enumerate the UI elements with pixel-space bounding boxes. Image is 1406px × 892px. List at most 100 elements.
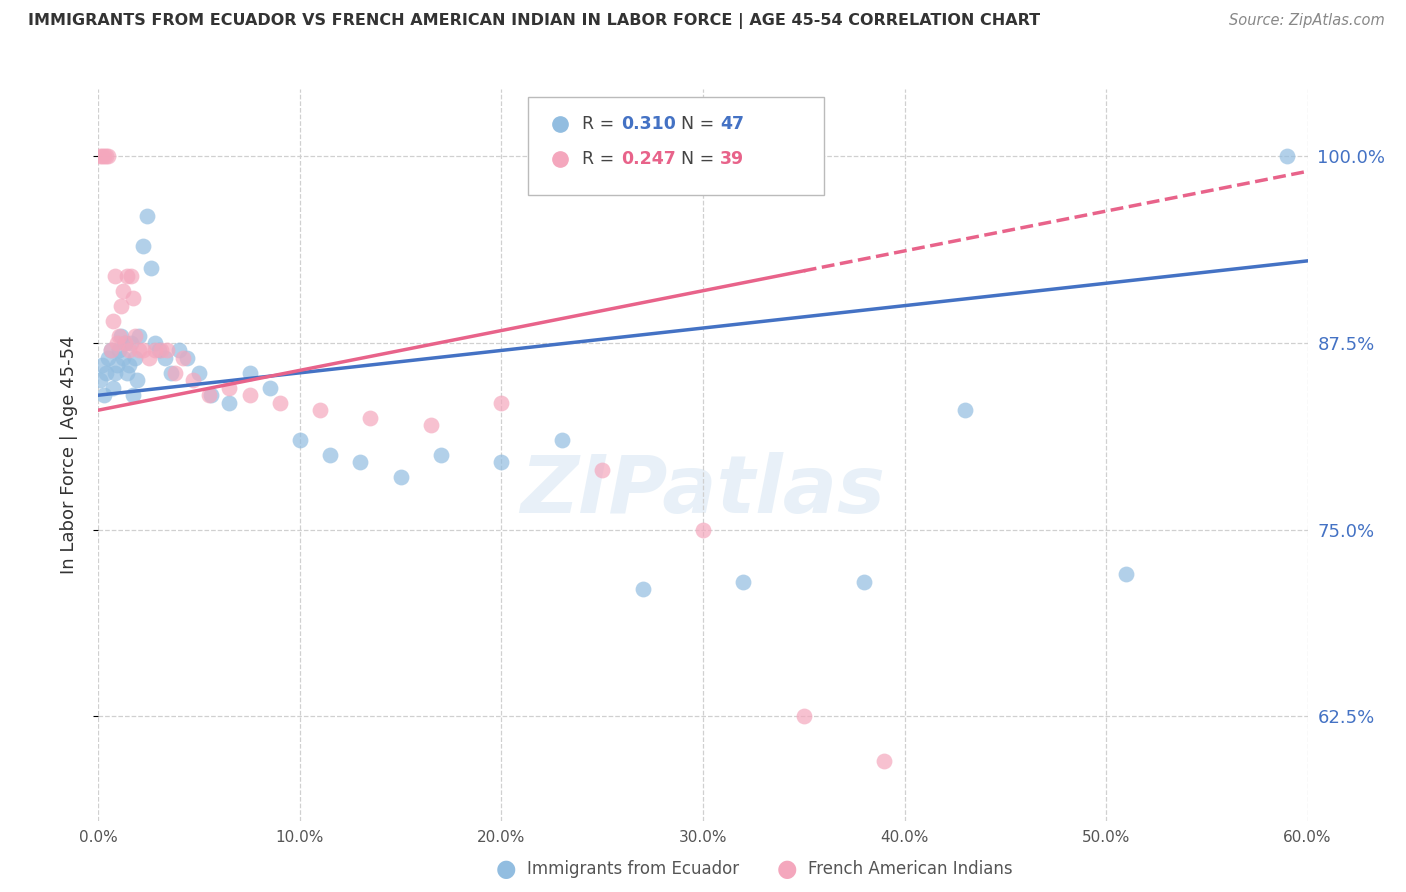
Point <box>349 455 371 469</box>
Point <box>176 351 198 365</box>
Point <box>97 149 120 163</box>
Point <box>198 388 221 402</box>
Point <box>167 343 190 358</box>
Point <box>389 470 412 484</box>
Point <box>218 395 240 409</box>
Point <box>692 523 714 537</box>
Point <box>135 209 157 223</box>
Point <box>114 335 136 350</box>
Point <box>139 261 162 276</box>
Point <box>491 395 513 409</box>
Point <box>853 574 876 589</box>
Point <box>121 388 143 402</box>
Point <box>319 448 342 462</box>
Point <box>93 149 115 163</box>
Point <box>89 149 111 163</box>
Point <box>91 359 114 373</box>
Y-axis label: In Labor Force | Age 45-54: In Labor Force | Age 45-54 <box>59 335 77 574</box>
Point <box>200 388 222 402</box>
Point <box>101 313 124 327</box>
Point <box>360 410 382 425</box>
Point <box>430 448 453 462</box>
Point <box>110 299 132 313</box>
Text: 47: 47 <box>720 114 744 133</box>
Text: Source: ZipAtlas.com: Source: ZipAtlas.com <box>1229 13 1385 29</box>
Point <box>491 455 513 469</box>
Text: 0.310: 0.310 <box>621 114 676 133</box>
Point <box>120 268 142 283</box>
Point <box>733 574 755 589</box>
Point <box>143 343 166 358</box>
Point <box>163 366 186 380</box>
Point <box>101 381 124 395</box>
Point <box>153 351 176 365</box>
Text: N =: N = <box>671 150 720 168</box>
Point <box>118 343 141 358</box>
Point <box>111 284 134 298</box>
Point <box>218 381 240 395</box>
Point <box>118 359 141 373</box>
Point <box>114 335 136 350</box>
Point <box>551 433 574 447</box>
Text: R =: R = <box>582 150 620 168</box>
Point <box>793 709 815 723</box>
Point <box>259 381 281 395</box>
Point <box>107 328 129 343</box>
Point <box>124 351 146 365</box>
Point <box>93 388 115 402</box>
Point <box>96 149 118 163</box>
Point <box>132 343 155 358</box>
Point <box>143 335 166 350</box>
Point <box>97 351 120 365</box>
Point <box>105 335 128 350</box>
Point <box>100 343 122 358</box>
Point <box>1277 149 1299 163</box>
Point <box>105 359 128 373</box>
Point <box>91 149 114 163</box>
Point <box>1115 567 1137 582</box>
Point <box>124 328 146 343</box>
Text: ●: ● <box>778 857 797 880</box>
FancyBboxPatch shape <box>527 96 824 195</box>
Text: N =: N = <box>671 114 720 133</box>
Text: IMMIGRANTS FROM ECUADOR VS FRENCH AMERICAN INDIAN IN LABOR FORCE | AGE 45-54 COR: IMMIGRANTS FROM ECUADOR VS FRENCH AMERIC… <box>28 13 1040 29</box>
Point <box>89 373 111 387</box>
Point <box>128 343 150 358</box>
Point <box>115 366 138 380</box>
Text: ZIPatlas: ZIPatlas <box>520 452 886 531</box>
Text: 0.247: 0.247 <box>621 150 675 168</box>
Text: ●: ● <box>496 857 516 880</box>
Point <box>239 366 262 380</box>
Point <box>631 582 654 597</box>
Point <box>128 328 150 343</box>
Point <box>591 463 613 477</box>
Point <box>420 418 443 433</box>
Text: Immigrants from Ecuador: Immigrants from Ecuador <box>527 860 740 878</box>
Point <box>873 754 896 768</box>
Point <box>160 366 183 380</box>
Point <box>110 328 132 343</box>
Point <box>121 291 143 305</box>
Point <box>156 343 179 358</box>
Point <box>288 433 311 447</box>
Point <box>269 395 291 409</box>
Point <box>132 239 155 253</box>
Point <box>103 268 125 283</box>
Point <box>111 351 134 365</box>
Text: French American Indians: French American Indians <box>808 860 1014 878</box>
Point <box>148 343 170 358</box>
Point <box>115 268 138 283</box>
Point <box>953 403 976 417</box>
Point <box>103 366 125 380</box>
Point <box>107 343 129 358</box>
Text: R =: R = <box>582 114 620 133</box>
Point <box>125 373 148 387</box>
Point <box>188 366 211 380</box>
Point <box>138 351 160 365</box>
Point <box>181 373 204 387</box>
Point <box>149 343 172 358</box>
Point <box>120 335 142 350</box>
Point <box>309 403 332 417</box>
Text: 39: 39 <box>720 150 744 168</box>
Point <box>96 366 118 380</box>
